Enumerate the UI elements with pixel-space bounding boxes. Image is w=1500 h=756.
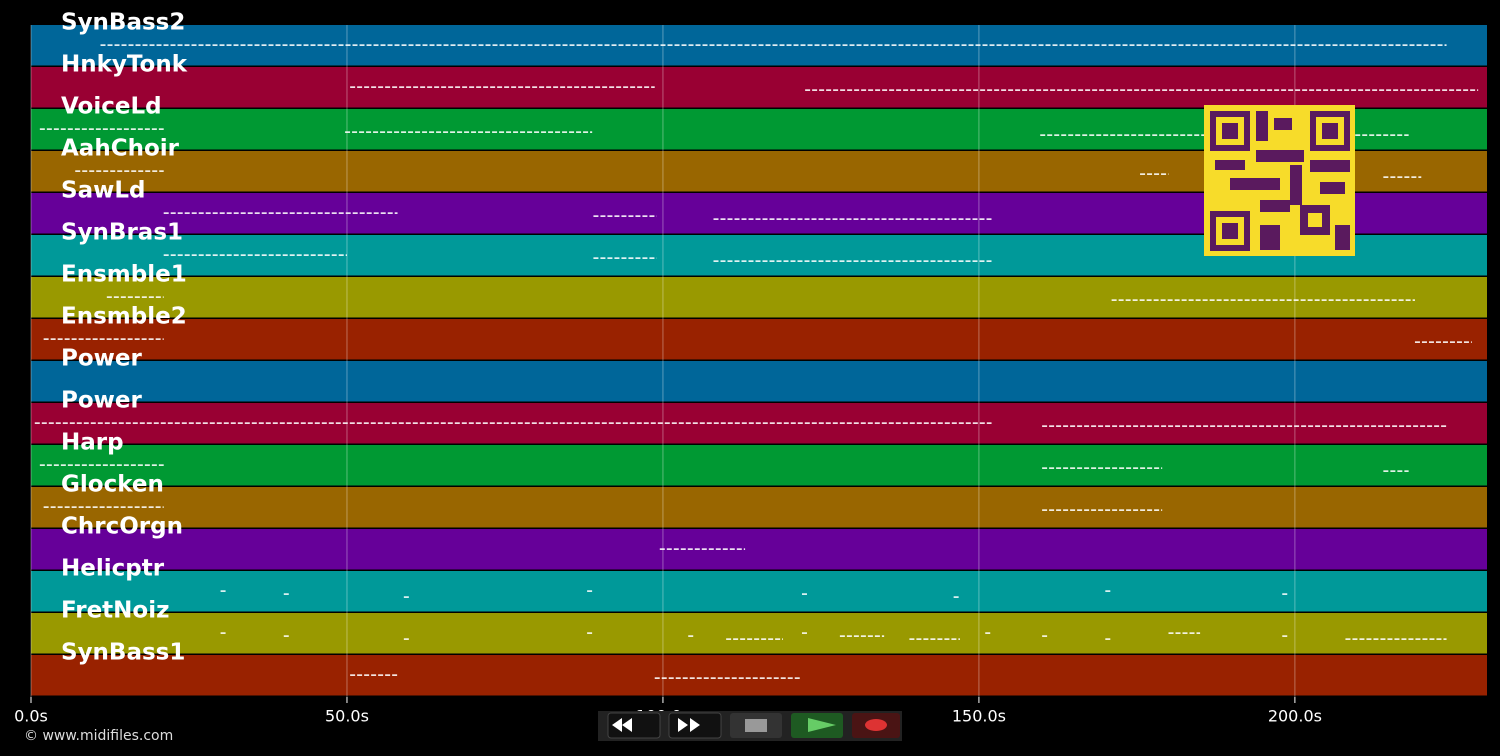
track-band bbox=[31, 319, 1487, 360]
rewind-button[interactable] bbox=[607, 712, 661, 739]
track-band bbox=[31, 67, 1487, 108]
qr-code bbox=[1204, 105, 1355, 256]
track-band bbox=[31, 613, 1487, 654]
track-label: SynBass2 bbox=[61, 10, 185, 36]
track-label: AahChoir bbox=[61, 136, 180, 162]
track-band bbox=[31, 529, 1487, 570]
track-label: Helicptr bbox=[61, 556, 165, 582]
track-labels: SynBass2 HnkyTonk VoiceLd AahChoir SawLd SynB… bbox=[61, 10, 188, 666]
track-label: FretNoiz bbox=[61, 598, 170, 624]
track-label: Glocken bbox=[61, 472, 164, 498]
track-label: VoiceLd bbox=[61, 94, 162, 120]
track-label: Ensmble2 bbox=[61, 304, 187, 330]
track-label: Ensmble1 bbox=[61, 262, 187, 288]
play-button[interactable] bbox=[791, 713, 843, 738]
record-button[interactable] bbox=[852, 713, 900, 738]
track-band bbox=[31, 361, 1487, 402]
grid bbox=[30, 25, 1296, 697]
transport-controls bbox=[598, 711, 902, 741]
track-label: Power bbox=[61, 388, 143, 414]
x-tick-label: 200.0s bbox=[1268, 707, 1322, 726]
track-label: SawLd bbox=[61, 178, 145, 204]
x-tick-label: 0.0s bbox=[14, 707, 48, 726]
track-band bbox=[31, 655, 1487, 696]
forward-button[interactable] bbox=[668, 712, 722, 739]
track-label: ChrcOrgn bbox=[61, 514, 183, 540]
track-label: Power bbox=[61, 346, 143, 372]
track-label: HnkyTonk bbox=[61, 52, 188, 78]
track-band bbox=[31, 277, 1487, 318]
x-tick-label: 50.0s bbox=[325, 707, 369, 726]
track-label: SynBras1 bbox=[61, 220, 183, 246]
track-band bbox=[31, 487, 1487, 528]
x-tick-label: 150.0s bbox=[952, 707, 1006, 726]
track-label: SynBass1 bbox=[61, 640, 185, 666]
stop-button[interactable] bbox=[730, 713, 782, 738]
track-band bbox=[31, 445, 1487, 486]
credit: © www.midifiles.com bbox=[24, 728, 173, 744]
track-label: Harp bbox=[61, 430, 124, 456]
track-band bbox=[31, 571, 1487, 612]
